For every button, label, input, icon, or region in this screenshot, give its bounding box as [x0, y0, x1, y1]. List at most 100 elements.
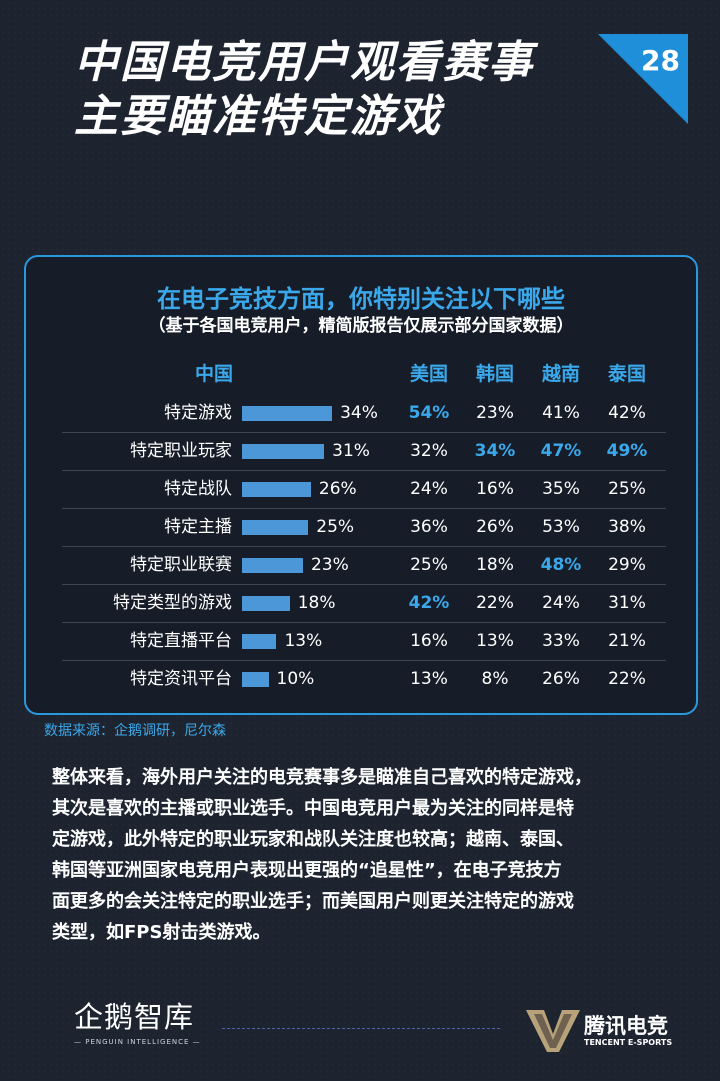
china-bar-value: 23%	[310, 555, 349, 575]
footer-divider	[222, 1028, 500, 1029]
value-cell: 18%	[476, 555, 514, 575]
value-cell: 24%	[410, 479, 448, 499]
value-cell: 31%	[608, 593, 646, 613]
row-label: 特定直播平台	[130, 631, 232, 651]
value-cell: 26%	[542, 669, 580, 689]
body-text: 整体来看，海外用户关注的电竞赛事多是瞄准自己喜欢的特定游戏， 其次是喜欢的主播或…	[52, 762, 692, 948]
table-row: 特定战队 26% 24% 16% 35% 25%	[62, 471, 666, 509]
value-cell: 35%	[542, 479, 580, 499]
chart-subtitle: （基于各国电竞用户，精简版报告仅展示部分国家数据）	[148, 316, 574, 336]
tencent-logo-text: 腾讯电竞	[584, 1014, 668, 1038]
value-cell: 49%	[606, 441, 648, 461]
survey-chart-panel: 在电子竞技方面，你特别关注以下哪些 （基于各国电竞用户，精简版报告仅展示部分国家…	[24, 255, 698, 715]
column-header-china: 中国	[194, 363, 233, 385]
value-cell: 13%	[476, 631, 514, 651]
value-cell: 54%	[408, 403, 450, 423]
value-cell: 36%	[410, 517, 448, 537]
value-cell: 53%	[542, 517, 580, 537]
table-row: 特定职业联赛 23% 25% 18% 48% 29%	[62, 547, 666, 585]
row-divider	[62, 432, 666, 433]
penguin-logo-subtext: — PENGUIN INTELLIGENCE —	[74, 1038, 201, 1046]
tencent-logo-subtext: TENCENT E-SPORTS	[584, 1038, 673, 1047]
value-cell: 13%	[410, 669, 448, 689]
row-label: 特定职业玩家	[130, 441, 232, 461]
value-cell: 8%	[481, 669, 509, 689]
body-line: 类型，如FPS射击类游戏。	[52, 922, 271, 943]
page-number: 28	[641, 44, 680, 77]
badge-triangle-icon	[598, 34, 688, 124]
column-header-thailand: 泰国	[607, 363, 646, 385]
value-cell: 42%	[408, 593, 450, 613]
china-bar	[242, 634, 277, 649]
table-row: 特定类型的游戏 18% 42% 22% 24% 31%	[62, 585, 666, 623]
body-line: 面更多的会关注特定的职业选手；而美国用户则更关注特定的游戏	[52, 891, 574, 912]
china-bar	[242, 672, 269, 687]
body-line: 韩国等亚洲国家电竞用户表现出更强的“追星性”，在电子竞技方	[52, 860, 562, 881]
row-label: 特定主播	[164, 517, 232, 537]
china-bar	[242, 520, 309, 535]
page-title-line-1: 中国电竞用户观看赛事	[74, 37, 534, 88]
row-label: 特定资讯平台	[130, 669, 232, 689]
china-bar	[242, 558, 303, 573]
row-divider	[62, 660, 666, 661]
row-label: 特定类型的游戏	[113, 593, 232, 613]
china-bar-value: 26%	[318, 479, 357, 499]
row-label: 特定战队	[164, 479, 232, 499]
value-cell: 47%	[540, 441, 582, 461]
data-source: 数据来源：企鹅调研，尼尔森	[44, 723, 226, 739]
china-bar	[242, 482, 311, 497]
china-bar-value: 18%	[297, 593, 336, 613]
china-bar-value: 25%	[316, 517, 355, 537]
page-number-badge: 28	[598, 34, 688, 124]
value-cell: 22%	[608, 669, 646, 689]
value-cell: 16%	[476, 479, 514, 499]
chart-title: 在电子竞技方面，你特别关注以下哪些	[157, 285, 565, 313]
value-cell: 24%	[542, 593, 580, 613]
value-cell: 32%	[410, 441, 448, 461]
value-cell: 25%	[608, 479, 646, 499]
value-cell: 38%	[608, 517, 646, 537]
value-cell: 22%	[476, 593, 514, 613]
row-divider	[62, 546, 666, 547]
row-label: 特定职业联赛	[130, 555, 232, 575]
china-bar	[242, 596, 290, 611]
value-cell: 33%	[542, 631, 580, 651]
row-label: 特定游戏	[164, 403, 232, 423]
value-cell: 16%	[410, 631, 448, 651]
table-row: 特定主播 25% 36% 26% 53% 38%	[62, 509, 666, 547]
table-row: 特定职业玩家 31% 32% 34% 47% 49%	[62, 433, 666, 471]
value-cell: 41%	[542, 403, 580, 423]
row-divider	[62, 584, 666, 585]
value-cell: 29%	[608, 555, 646, 575]
row-divider	[62, 508, 666, 509]
value-cell: 21%	[608, 631, 646, 651]
value-cell: 34%	[474, 441, 516, 461]
value-cell: 23%	[476, 403, 514, 423]
column-header-korea: 韩国	[475, 363, 514, 385]
china-bar-value: 13%	[284, 631, 323, 651]
page-title: 中国电竞用户观看赛事 主要瞄准特定游戏	[74, 36, 534, 144]
penguin-intelligence-logo: 企鹅智库 — PENGUIN INTELLIGENCE —	[74, 1000, 204, 1046]
column-header-vietnam: 越南	[541, 363, 580, 385]
table-row: 特定资讯平台 10% 13% 8% 26% 22%	[62, 661, 666, 699]
table-row: 特定游戏 34% 54% 23% 41% 42%	[62, 395, 666, 433]
china-bar	[242, 406, 333, 421]
table-row: 特定直播平台 13% 16% 13% 33% 21%	[62, 623, 666, 661]
tencent-v-logo-icon	[526, 1010, 580, 1052]
page-title-line-2: 主要瞄准特定游戏	[74, 91, 442, 142]
value-cell: 48%	[540, 555, 582, 575]
china-bar-value: 34%	[340, 403, 378, 423]
china-bar-value: 10%	[276, 669, 315, 689]
tencent-esports-logo: 腾讯电竞 TENCENT E-SPORTS	[526, 1008, 696, 1056]
china-bar	[242, 444, 325, 459]
body-line: 定游戏，此外特定的职业玩家和战队关注度也较高；越南、泰国、	[52, 829, 574, 850]
value-cell: 25%	[410, 555, 448, 575]
body-line: 整体来看，海外用户关注的电竞赛事多是瞄准自己喜欢的特定游戏，	[52, 767, 592, 788]
column-header-usa: 美国	[409, 363, 448, 385]
penguin-logo-text: 企鹅智库	[74, 1000, 195, 1034]
value-cell: 26%	[476, 517, 514, 537]
body-line: 其次是喜欢的主播或职业选手。中国电竞用户最为关注的同样是特	[52, 798, 574, 819]
row-divider	[62, 622, 666, 623]
value-cell: 42%	[608, 403, 646, 423]
row-divider	[62, 470, 666, 471]
